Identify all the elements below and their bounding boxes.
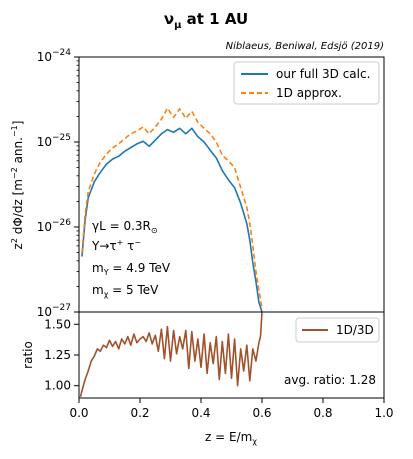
top-yticks: 10−27 10−26 10−25 10−24 bbox=[37, 48, 79, 319]
series-line-ratio bbox=[79, 311, 263, 397]
top-ytick-label: 10−25 bbox=[37, 133, 71, 149]
chart-title: νμ at 1 AU bbox=[164, 10, 248, 31]
xtick-label: 0.4 bbox=[191, 406, 210, 420]
bottom-ytick-label: 1.00 bbox=[44, 379, 71, 393]
bottom-ytick-label: 1.25 bbox=[44, 348, 71, 362]
bottom-legend: 1D/3D bbox=[295, 317, 380, 343]
bottom-yticks: 1.00 1.25 1.50 bbox=[44, 317, 79, 393]
avg-ratio-annotation: avg. ratio: 1.28 bbox=[284, 373, 376, 387]
legend-label-3d: our full 3D calc. bbox=[276, 67, 370, 81]
bottom-ylabel: ratio bbox=[21, 341, 35, 369]
xtick-label: 0.0 bbox=[69, 406, 88, 420]
citation: Niblaeus, Beniwal, Edsjö (2019) bbox=[226, 41, 384, 52]
top-legend: our full 3D calc. 1D approx. bbox=[233, 61, 380, 105]
series-line-3d bbox=[81, 127, 263, 313]
top-panel: 10−27 10−26 10−25 10−24 z2 dΦ/dz [m−2 ann.−… bbox=[10, 48, 385, 319]
xtick-label: 0.6 bbox=[252, 406, 271, 420]
top-legend-box bbox=[233, 61, 380, 105]
xtick-label: 0.2 bbox=[130, 406, 149, 420]
bottom-panel: 1.00 1.25 1.50 0.0 0.2 0.4 0.6 0.8 1.0 ratio z … bbox=[21, 311, 394, 446]
bottom-xlabel: z = E/mχ bbox=[205, 430, 257, 446]
title-nu: ν bbox=[164, 10, 174, 28]
annotation-m-chi: mχ = 5 TeV bbox=[92, 283, 159, 299]
legend-label-ratio: 1D/3D bbox=[336, 323, 374, 337]
xtick-label: 1.0 bbox=[374, 406, 393, 420]
annotation-decay: Υ→τ+ τ− bbox=[91, 238, 141, 253]
title-mu-subscript: μ bbox=[174, 20, 182, 31]
xtick-label: 0.8 bbox=[313, 406, 332, 420]
top-ytick-label: 10−27 bbox=[37, 303, 71, 319]
annotation-gamma-l: γL = 0.3R⊙ bbox=[92, 219, 158, 235]
top-ytick-label: 10−24 bbox=[37, 48, 72, 64]
bottom-legend-box bbox=[295, 317, 380, 343]
top-series-layer bbox=[81, 107, 263, 313]
legend-label-1d: 1D approx. bbox=[276, 86, 342, 100]
series-line-1d bbox=[81, 107, 263, 309]
bottom-series-layer bbox=[79, 311, 263, 397]
annotation-m-upsilon: mΥ = 4.9 TeV bbox=[92, 261, 171, 277]
top-ytick-label: 10−26 bbox=[37, 218, 72, 234]
title-rest: at 1 AU bbox=[181, 10, 248, 28]
bottom-ytick-label: 1.50 bbox=[44, 317, 71, 331]
bottom-xticks: 0.0 0.2 0.4 0.6 0.8 1.0 bbox=[69, 398, 394, 420]
top-ylabel: z2 dΦ/dz [m−2 ann.−1] bbox=[10, 121, 25, 250]
